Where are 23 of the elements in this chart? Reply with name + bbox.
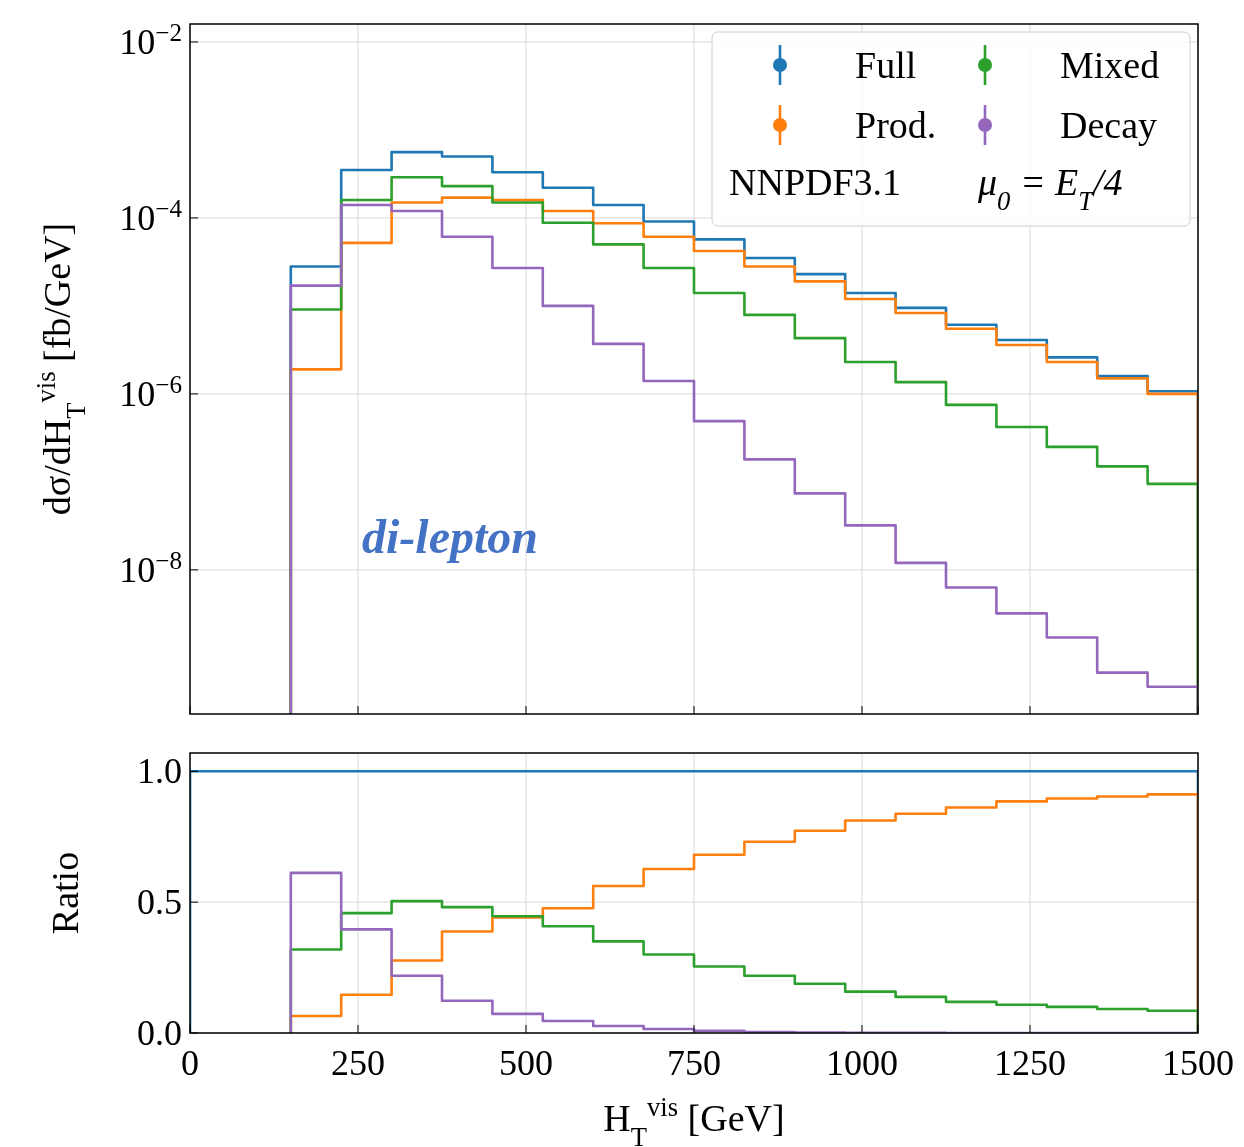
- y-tick-label: 10$^{−2}$: [119, 18, 182, 62]
- x-tick-label: 500: [499, 1043, 553, 1083]
- legend-label: Decay: [1060, 104, 1158, 146]
- y-tick-label: 0.0: [137, 1013, 182, 1053]
- y-tick-label: 1.0: [137, 751, 182, 792]
- annotation: NNPDF3.1: [729, 161, 902, 203]
- legend-label: Mixed: [1060, 44, 1160, 86]
- y-axis-title: Ratio: [44, 851, 86, 935]
- y-tick-label: 10$^{−8}$: [119, 546, 182, 590]
- x-tick-label: 750: [667, 1043, 721, 1083]
- y-tick-label: 0.5: [137, 882, 182, 923]
- legend-label: Prod.: [855, 104, 937, 146]
- x-tick-label: 1000: [826, 1043, 898, 1083]
- x-tick-label: 250: [331, 1043, 385, 1083]
- legend-label: Full: [855, 44, 917, 86]
- annotation: μ$_{0}$ = E$_{T}$/4: [977, 161, 1123, 216]
- x-axis-title: H$_{T}$$^{vis}$ [GeV]: [603, 1092, 785, 1147]
- y-tick-label: 10$^{−4}$: [119, 194, 183, 238]
- annotation: di-lepton: [362, 510, 538, 563]
- y-tick-label: 10$^{−6}$: [119, 370, 182, 414]
- x-tick-label: 0: [181, 1043, 199, 1083]
- x-tick-label: 1250: [994, 1043, 1066, 1083]
- x-tick-label: 1500: [1162, 1043, 1234, 1083]
